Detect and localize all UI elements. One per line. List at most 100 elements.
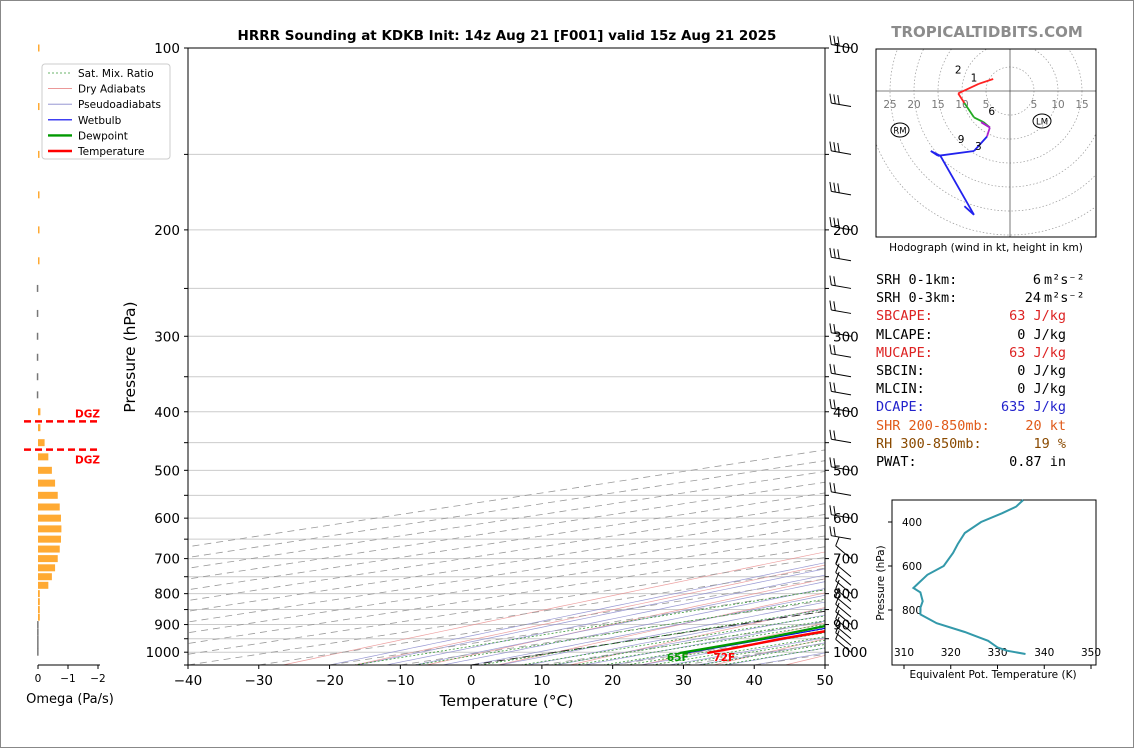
wind-barb-flag (833, 345, 836, 355)
wind-barb-staff (835, 545, 852, 559)
isotherm (188, 535, 825, 634)
hodo-ring-label: 5 (983, 99, 990, 111)
pseudoadiabat (442, 588, 825, 665)
wind-barb-flag (829, 216, 832, 227)
omega-bar (36, 391, 39, 399)
legend-box (41, 63, 171, 160)
wind-barb-flag (829, 300, 832, 311)
wind-barb-flag (829, 505, 832, 515)
legend: Sat. Mix. Ratio Dry Adiabats Pseudoadiabat… (41, 63, 171, 160)
wind-barb-flag (833, 364, 836, 375)
isotherm (188, 471, 825, 569)
wind-barb-flag (829, 344, 832, 354)
wind-barb-flag (833, 182, 836, 193)
wind-barb-flag (835, 579, 840, 590)
y-tick-label-right: 100 (833, 41, 859, 57)
omega-bar (38, 479, 56, 487)
omega-bar (37, 635, 39, 643)
x-tick-label: 30 (675, 673, 692, 689)
wind-barb-flag (835, 609, 840, 620)
wind-barb-staff (831, 102, 852, 108)
wind-barb-flag (833, 483, 836, 493)
wind-barb (829, 344, 852, 358)
omega-tick-label: 0 (35, 673, 42, 685)
hodo-ring-label: 10 (955, 99, 968, 111)
x-axis-label: Temperature (°C) (439, 692, 574, 710)
omega-bar (36, 353, 39, 361)
wind-barb-staff (831, 491, 852, 496)
hodo-segment (973, 135, 988, 152)
hodo-segment (939, 155, 975, 216)
wind-barb (835, 602, 852, 625)
wind-barb (829, 505, 852, 519)
wind-barb (829, 300, 852, 314)
theta-e-x-tick-label: 320 (941, 647, 961, 659)
omega-bar (38, 545, 60, 553)
theta-e-x-tick-label: 350 (1081, 647, 1101, 659)
hodograph: 25 20 15 10 5 5 10 15 12 3 6 9 RM LM Hodograph (wind i… (875, 48, 1097, 254)
isotherm (188, 546, 825, 644)
wind-barb-flag (835, 587, 840, 597)
x-tick-label: −40 (174, 673, 203, 689)
theta-e-x-label: Equivalent Pot. Temperature (K) (909, 669, 1076, 681)
stat-row: RH 300-850mb: 19 % (876, 436, 1126, 454)
stat-label: SRH 0-3km: (876, 290, 958, 307)
omega-bar (38, 590, 40, 598)
omega-bar (37, 648, 39, 656)
hodo-segment (957, 92, 966, 104)
pseudoadiabat (584, 620, 825, 665)
wind-barb (829, 457, 852, 471)
wind-barb-flag (835, 616, 840, 627)
y-tick-label-right: 800 (833, 587, 859, 603)
stat-row: SBCIN: 0 J/kg (876, 363, 1126, 381)
hodo-segment (963, 102, 975, 118)
wind-barb-flag (835, 602, 840, 612)
omega-axis-label: Omega (Pa/s) (26, 692, 114, 707)
wind-barb-flag (837, 142, 840, 153)
wind-barb-flag (829, 275, 832, 286)
plot-frame (187, 47, 826, 666)
omega-bar (36, 284, 39, 292)
stat-value: 0.87 in (1009, 453, 1066, 470)
hodo-segment (963, 205, 975, 216)
y-tick-label-right: 600 (833, 511, 859, 527)
omega-bar (36, 373, 39, 381)
legend-label: Dewpoint (78, 130, 128, 142)
omega-bar (38, 525, 62, 533)
wind-barb-staff (831, 466, 852, 471)
theta-e-y-tick-label: 800 (902, 605, 922, 617)
wind-barb-flag (833, 94, 836, 104)
omega-bar (38, 103, 40, 111)
hodo-height-label: 2 (955, 64, 962, 76)
stat-row: SRH 0-1km: 6 m²s⁻² (876, 272, 1126, 290)
wind-barb (835, 536, 852, 559)
wind-barb-staff (835, 611, 852, 625)
storm-motion-lm-label: LM (1036, 118, 1048, 128)
x-tick-label: 50 (816, 673, 833, 689)
stat-row: DCAPE: 635 J/kg (876, 399, 1126, 417)
surface-dewpoint-label: 65F (667, 652, 689, 664)
dgz-label: DGZ (75, 408, 100, 420)
hodo-height-label: 3 (975, 141, 982, 153)
y-tick-label: 800 (154, 587, 180, 603)
wind-barb-flag (833, 399, 836, 410)
stat-row: MLCIN: 0 J/kg (876, 381, 1126, 399)
theta-e-x-tick-label: 340 (1034, 647, 1054, 659)
y-tick-label: 200 (154, 223, 180, 239)
wind-barb (835, 630, 852, 653)
stat-row: SRH 0-3km: 24 m²s⁻² (876, 290, 1126, 308)
stat-row: MLCAPE: 0 J/kg (876, 327, 1126, 345)
omega-tick-label: −2 (90, 673, 105, 685)
wind-barb-flag (829, 141, 832, 151)
legend-label: Pseudoadiabats (78, 99, 161, 111)
wind-barb-flag (833, 430, 836, 440)
wind-barb-flag (835, 630, 840, 640)
stat-value: 63 J/kg (1009, 344, 1066, 361)
omega-bar (38, 439, 45, 447)
hodo-ring-label: 25 (883, 99, 896, 111)
hodo-ring-label: 15 (1075, 99, 1088, 111)
y-tick-label-right: 1000 (833, 645, 867, 661)
x-tick-label: 10 (533, 673, 550, 689)
storm-motion-rm-marker (890, 122, 910, 138)
